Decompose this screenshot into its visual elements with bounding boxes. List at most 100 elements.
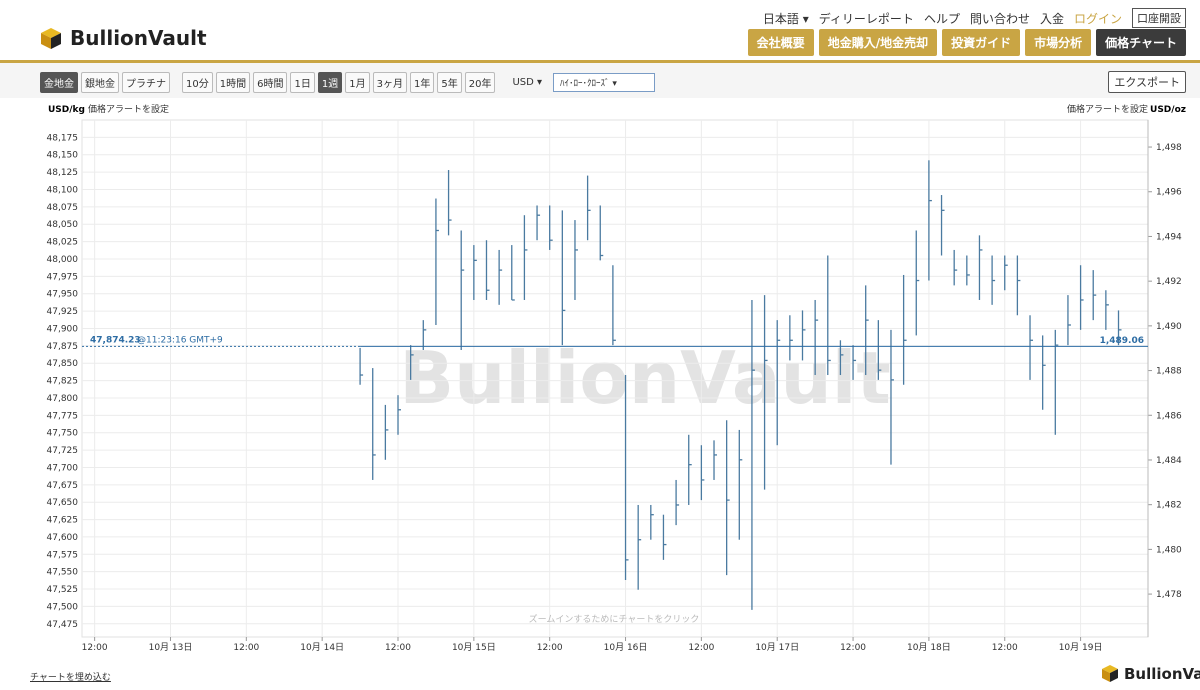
period-button[interactable]: 6時間 — [253, 72, 288, 93]
current-price-time: @11:23:16 GMT+9 — [137, 335, 223, 345]
current-price-oz-label: 1,489.06 — [1100, 336, 1144, 346]
alert-link: 価格アラートを設定 — [1067, 103, 1148, 115]
plot-area — [81, 119, 1149, 638]
current-price-label: 47,874.23 — [90, 335, 141, 345]
metal-button[interactable]: プラチナ — [122, 72, 170, 93]
alert-link: 価格アラートを設定 — [88, 103, 169, 115]
x-tick-label: 10月 15日 — [452, 642, 496, 653]
logo[interactable]: BullionVault — [38, 26, 207, 50]
x-tick-label: 10月 16日 — [604, 642, 648, 653]
x-tick-label: 10月 14日 — [300, 642, 344, 653]
y2-tick-label: 1,488 — [1156, 367, 1182, 377]
y-tick-label: 47,975 — [47, 272, 79, 282]
y-tick-label: 47,850 — [47, 359, 79, 369]
nav-tab[interactable]: 市場分析 — [1025, 29, 1092, 56]
x-tick-label: 10月 18日 — [907, 642, 951, 653]
y-tick-label: 47,875 — [47, 342, 79, 352]
zoom-hint: ズームインするためにチャートをクリック — [529, 613, 700, 625]
y-tick-label: 48,125 — [47, 168, 79, 178]
currency-select[interactable]: USD ▾ — [512, 77, 543, 88]
period-button[interactable]: 10分 — [182, 72, 213, 93]
y-tick-label: 47,575 — [47, 550, 79, 560]
y-tick-label: 48,000 — [47, 255, 79, 265]
y-tick-label: 47,550 — [47, 568, 79, 578]
y-tick-label: 47,500 — [47, 602, 79, 612]
nav-tab[interactable]: 価格チャート — [1096, 29, 1186, 56]
logo-icon — [41, 28, 61, 49]
logo-text: BullionVault — [70, 26, 207, 50]
toolbar: 金地金 銀地金 プラチナ 10分 1時間 6時間 1日 1週 1月 3ヶ月 1年 5年 20年 USD ▾… — [0, 63, 1200, 98]
y2-tick-label: 1,482 — [1156, 501, 1182, 511]
nav-link[interactable]: ディリーレポート — [818, 11, 914, 26]
period-button[interactable]: 1年 — [409, 72, 435, 93]
footer-logo[interactable]: BullionVault — [1100, 664, 1200, 683]
nav: 日本語 ▾ ディリーレポート ヘルプ 問い合わせ 入金 ログイン 口座開設 — [763, 8, 1186, 28]
y-tick-label: 47,600 — [47, 533, 79, 543]
x-tick-label: 10月 19日 — [1059, 642, 1103, 653]
y2-tick-label: 1,498 — [1156, 143, 1182, 153]
y2-tick-label: 1,478 — [1156, 590, 1182, 600]
y-tick-label: 47,725 — [47, 446, 79, 456]
y-tick-label: 47,700 — [47, 463, 79, 473]
nav-link[interactable]: 入金 — [1039, 11, 1064, 26]
nav-tab[interactable]: 投資ガイド — [942, 29, 1021, 56]
y-tick-label: 47,900 — [47, 324, 79, 334]
y-tick-label: 48,150 — [47, 151, 79, 161]
period-button[interactable]: 1週 — [317, 72, 343, 93]
y-tick-label: 47,475 — [47, 620, 79, 630]
period-button[interactable]: 20年 — [464, 72, 496, 93]
x-tick-label: 12:00 — [385, 643, 411, 653]
period-button[interactable]: 1月 — [345, 72, 370, 93]
x-tick-label: 12:00 — [992, 643, 1018, 653]
nav-link[interactable]: 日本語 ▾ — [762, 11, 809, 26]
embed-link[interactable]: チャートを埋め込む — [30, 673, 111, 683]
metal-button[interactable]: 銀地金 — [81, 72, 119, 93]
x-tick-label: 10月 13日 — [149, 642, 193, 653]
watermark: BullionVault — [399, 336, 891, 420]
x-tick-label: 12:00 — [233, 643, 259, 653]
header: BullionVault 日本語 ▾ ディリーレポート ヘルプ 問い合わせ 入金 ログイン… — [0, 0, 1200, 63]
nav-link[interactable]: ヘルプ — [923, 11, 960, 26]
nav-link[interactable]: 口座開設 — [1132, 8, 1186, 28]
logo-icon — [1102, 665, 1118, 682]
period-button[interactable]: 3ヶ月 — [372, 72, 407, 93]
y-tick-label: 47,625 — [47, 516, 79, 526]
y2-tick-label: 1,490 — [1156, 322, 1182, 332]
y2-tick-label: 1,486 — [1156, 411, 1182, 421]
y2-axis-unit: USD/oz — [1150, 105, 1186, 115]
y-tick-label: 47,925 — [47, 307, 79, 317]
y2-tick-label: 1,480 — [1156, 545, 1182, 555]
x-tick-label: 12:00 — [82, 643, 108, 653]
y-tick-label: 48,025 — [47, 238, 79, 248]
x-tick-label: 12:00 — [840, 643, 866, 653]
x-tick-label: 10月 17日 — [755, 642, 799, 653]
y2-tick-label: 1,494 — [1156, 232, 1182, 242]
y-axis-unit: USD/kg — [48, 105, 85, 115]
nav-tab[interactable]: 地金購入/地金売却 — [818, 29, 938, 56]
export-button[interactable]: エクスポート — [1108, 71, 1186, 93]
tabs: 会社概要 地金購入/地金売却 投資ガイド 市場分析 価格チャート — [747, 29, 1186, 56]
nav-link[interactable]: ログイン — [1073, 11, 1122, 26]
logo-text: BullionVault — [1124, 664, 1200, 683]
y-tick-label: 47,825 — [47, 377, 79, 387]
period-button[interactable]: 1日 — [290, 72, 315, 93]
period-button[interactable]: 1時間 — [215, 72, 251, 93]
y-tick-label: 47,950 — [47, 290, 79, 300]
y-tick-label: 47,650 — [47, 498, 79, 508]
x-tick-label: 12:00 — [688, 643, 714, 653]
nav-link[interactable]: 問い合わせ — [969, 11, 1030, 26]
y-tick-label: 47,800 — [47, 394, 79, 404]
tools: 金地金 銀地金 プラチナ 10分 1時間 6時間 1日 1週 1月 3ヶ月 1年 5年 20年 USD ▾… — [40, 72, 656, 93]
nav-tab[interactable]: 会社概要 — [747, 29, 814, 56]
y-tick-label: 48,050 — [47, 220, 79, 230]
chart-style-select[interactable]: ﾊｲ･ﾛｰ･ｸﾛｰｽﾞ ▾ — [553, 73, 656, 92]
x-tick-label: 12:00 — [537, 643, 563, 653]
y-tick-label: 47,750 — [47, 429, 79, 439]
period-button[interactable]: 5年 — [437, 72, 462, 93]
y-tick-label: 48,175 — [47, 133, 79, 143]
metal-button[interactable]: 金地金 — [40, 72, 78, 93]
y-tick-label: 47,675 — [47, 481, 79, 491]
